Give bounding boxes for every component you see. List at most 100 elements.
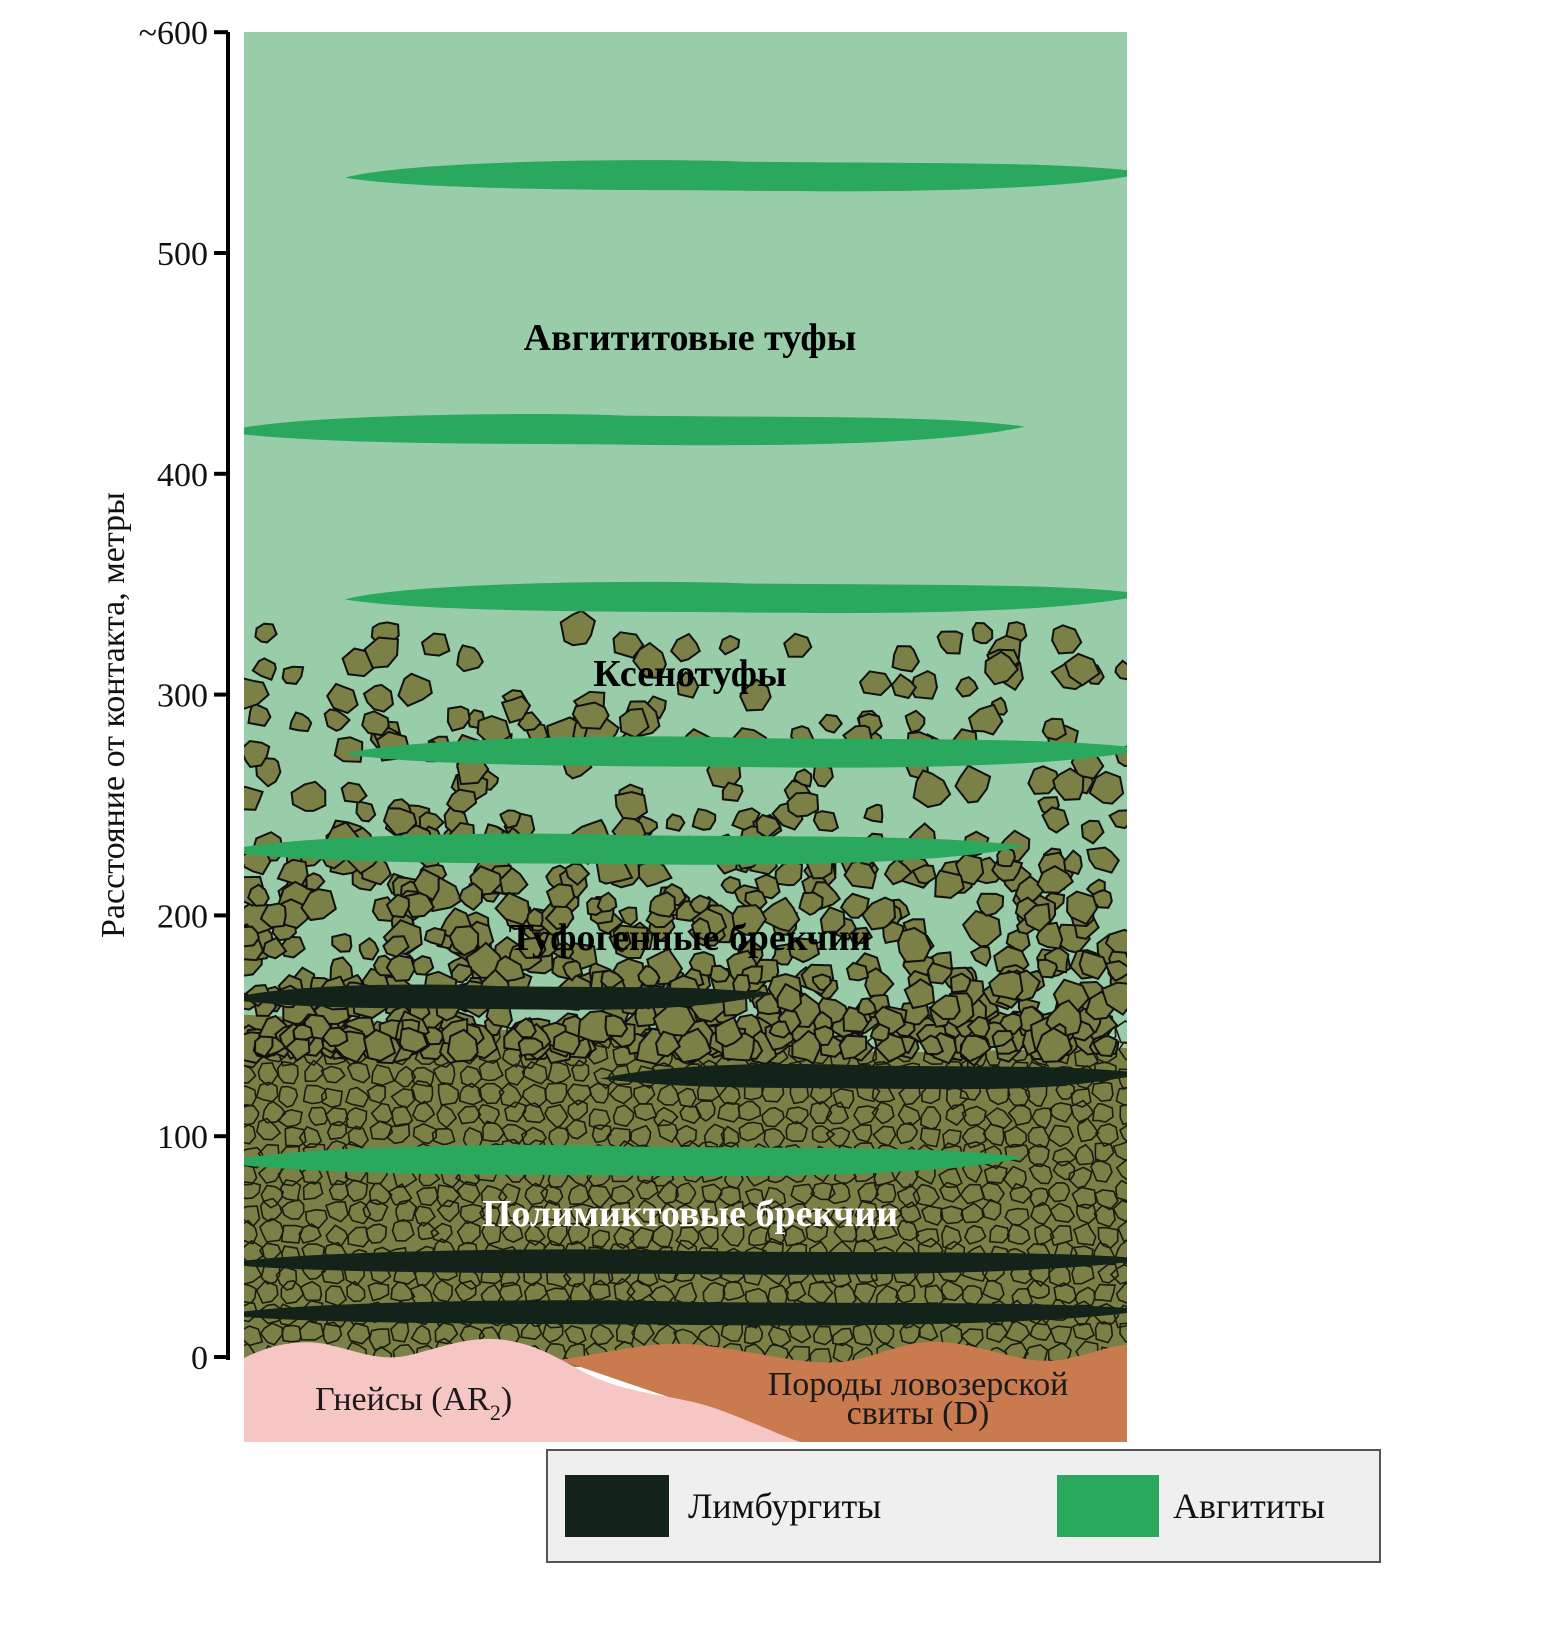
breccia-cell — [1029, 1201, 1053, 1226]
breccia-cell — [630, 1320, 655, 1346]
clast — [690, 917, 712, 941]
clast — [676, 670, 700, 699]
clast — [1088, 770, 1125, 805]
clast — [1063, 652, 1101, 687]
breccia-cell — [1136, 1329, 1157, 1346]
clast — [362, 1028, 397, 1062]
zone-label-polymict-breccias: Полимиктовые брекчии — [482, 1193, 898, 1235]
legend-label-augitite: Авгититы — [1173, 1486, 1325, 1526]
breccia-cell — [458, 1267, 482, 1291]
breccia-cell — [857, 1181, 880, 1203]
breccia-cell — [1072, 1222, 1097, 1246]
breccia-cell — [501, 1220, 524, 1243]
breccia-cell — [298, 1125, 323, 1149]
breccia-cell — [1139, 1067, 1158, 1086]
breccia-cell — [524, 1223, 546, 1247]
breccia-cell — [1074, 1143, 1095, 1166]
clast — [300, 888, 337, 922]
breccia-cell — [1113, 1304, 1127, 1329]
tick-label: 0 — [191, 1340, 208, 1377]
breccia-cell — [1002, 1165, 1027, 1191]
breccia-cell — [633, 1102, 658, 1122]
breccia-cell — [984, 1107, 1013, 1130]
y-axis: ~600 500 400 300 200 100 0 Расстояние от конта… — [95, 15, 230, 1377]
breccia-cell — [1112, 1140, 1127, 1162]
clast — [813, 1025, 835, 1047]
clast — [928, 994, 961, 1021]
clast — [847, 926, 874, 945]
breccia-cell — [1089, 1158, 1113, 1183]
clast — [926, 961, 953, 985]
clast — [883, 857, 913, 886]
breccia-cell — [831, 1327, 854, 1347]
breccia-cell — [1004, 1207, 1030, 1226]
clast — [254, 622, 278, 644]
clast — [903, 977, 935, 1010]
breccia-cell — [437, 1082, 460, 1107]
breccia-cell — [322, 1321, 343, 1345]
breccia-cell — [790, 1183, 816, 1205]
breccia-cell — [1097, 1263, 1120, 1284]
clast — [845, 961, 870, 982]
breccia-cell — [1119, 1124, 1127, 1142]
clast — [326, 682, 359, 715]
breccia-cell — [739, 1202, 766, 1227]
breccia-cell — [1071, 1186, 1097, 1210]
breccia-cell — [585, 1205, 610, 1227]
breccia-cell — [722, 1280, 746, 1302]
breccia-cell — [1142, 1086, 1160, 1105]
clast — [500, 695, 532, 724]
augitite-lens — [244, 414, 1025, 446]
breccia-cell — [347, 1226, 370, 1248]
breccia-cell — [299, 1280, 323, 1302]
clast — [423, 926, 447, 947]
breccia-cell — [634, 1199, 661, 1223]
clast — [617, 906, 638, 927]
clast — [1037, 958, 1059, 979]
augitite-lens — [345, 736, 1127, 768]
breccia-cell — [720, 1200, 745, 1222]
breccia-cell — [368, 1328, 391, 1351]
breccia-cell — [1138, 1227, 1159, 1246]
breccia-cell — [900, 1201, 922, 1224]
breccia-cell — [986, 1322, 1009, 1344]
breccia-cell — [478, 1202, 501, 1226]
breccia-cell — [1136, 1204, 1156, 1225]
breccia-cell — [697, 1324, 721, 1348]
breccia-cell — [477, 1082, 505, 1105]
breccia-cell — [326, 1120, 348, 1141]
breccia-cell — [571, 1059, 590, 1082]
breccia-cell — [255, 1280, 279, 1304]
breccia-cell — [346, 1322, 371, 1345]
clast — [244, 785, 264, 811]
breccia-cell — [1053, 1282, 1078, 1305]
clast — [919, 1034, 945, 1056]
limburgite-lens — [244, 1249, 1127, 1275]
clast — [323, 708, 351, 732]
clast — [244, 739, 271, 768]
clast — [966, 1015, 991, 1039]
breccia-cell — [1114, 1239, 1127, 1265]
clast — [1080, 819, 1105, 845]
breccia-cell — [504, 1101, 527, 1123]
breccia-cell — [564, 1118, 588, 1140]
breccia-cell — [436, 1103, 458, 1129]
breccia-cell — [871, 1101, 895, 1125]
clast — [262, 936, 288, 960]
breccia-cell — [1048, 1102, 1073, 1123]
breccia-cell — [244, 1146, 266, 1169]
breccia-cell — [345, 1106, 368, 1131]
breccia-cell — [899, 1321, 921, 1345]
breccia-cell — [432, 1279, 454, 1303]
breccia-cell — [626, 1279, 654, 1302]
breccia-cell — [657, 1118, 679, 1144]
clast — [559, 609, 597, 647]
lenses-layer — [244, 160, 1127, 1326]
clast — [811, 973, 832, 992]
breccia-cell — [244, 1181, 262, 1200]
breccia-cell — [1048, 1181, 1071, 1203]
breccia-cell — [963, 1224, 987, 1245]
breccia-cell — [568, 1203, 594, 1226]
breccia-cell — [590, 1323, 615, 1346]
